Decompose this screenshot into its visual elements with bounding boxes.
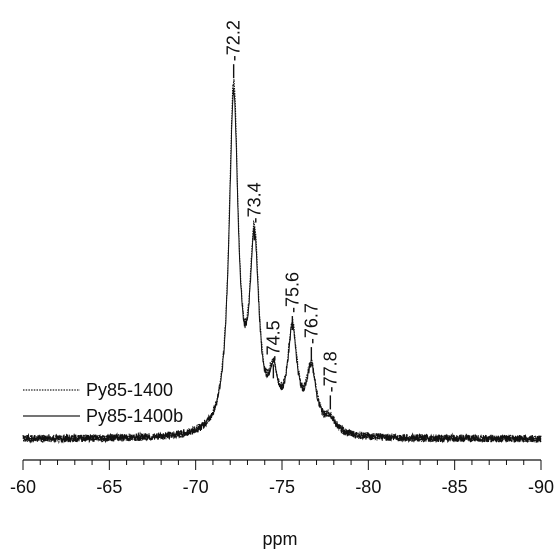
series-line-py85-1400b [22,86,542,444]
x-axis-label: ppm [262,529,297,549]
peak-label: -73.4 [244,182,264,223]
spectra-lines [22,79,542,445]
x-tick-label: -90 [528,477,554,497]
x-tick-label: -85 [442,477,468,497]
x-axis: -60 -65 -70 -75 -80 -85 -90 [10,459,554,497]
peak-label: -74.5 [263,320,283,361]
peak-label: -72.2 [224,20,244,61]
peak-label: -77.8 [320,351,340,392]
legend-label-py85-1400: Py85-1400 [86,380,173,400]
peak-label: -75.6 [282,272,302,313]
peak-annotations: -72.2 -73.4 -74.5 -75.6-76.7 -77.8 [224,20,340,410]
x-tick-label: -80 [355,477,381,497]
legend-entry-py85-1400: Py85-1400 [23,380,173,400]
legend: Py85-1400 Py85-1400b [23,380,183,426]
x-tick-label: -65 [96,477,122,497]
x-tick-label: -70 [183,477,209,497]
peak-label: -76.7 [301,303,321,344]
x-tick-label: -75 [269,477,295,497]
legend-label-py85-1400b: Py85-1400b [86,406,183,426]
legend-entry-py85-1400b: Py85-1400b [23,406,183,426]
x-tick-label: -60 [10,477,36,497]
